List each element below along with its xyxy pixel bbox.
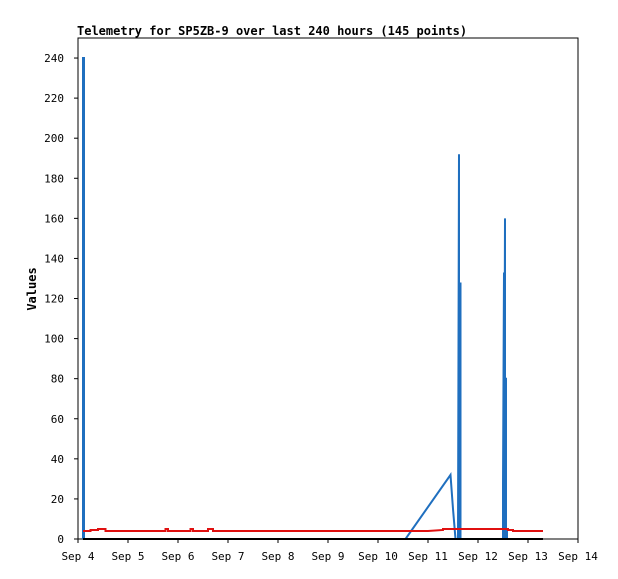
y-tick-label: 80 <box>51 373 64 386</box>
y-tick-label: 240 <box>44 52 64 65</box>
x-tick-label: Sep 9 <box>311 550 344 563</box>
y-tick-label: 20 <box>51 493 64 506</box>
x-tick-label: Sep 10 <box>358 550 398 563</box>
x-tick-label: Sep 5 <box>111 550 144 563</box>
x-tick-label: Sep 14 <box>558 550 598 563</box>
y-tick-label: 200 <box>44 132 64 145</box>
y-tick-label: 140 <box>44 252 64 265</box>
x-tick-label: Sep 13 <box>508 550 548 563</box>
y-axis-label: Values <box>25 267 39 310</box>
y-tick-label: 220 <box>44 92 64 105</box>
y-tick-label: 120 <box>44 293 64 306</box>
series-line-2 <box>83 528 543 532</box>
x-tick-label: Sep 7 <box>211 550 244 563</box>
y-tick-label: 100 <box>44 333 64 346</box>
series-layer <box>82 57 543 540</box>
x-tick-label: Sep 8 <box>261 550 294 563</box>
x-tick-label: Sep 12 <box>458 550 498 563</box>
x-axis-ticks: Sep 4 Sep 5 Sep 6 Sep 7 Sep 8 Sep 9 Sep 10 Sep … <box>61 539 598 563</box>
y-tick-label: 180 <box>44 172 64 185</box>
x-tick-label: Sep 4 <box>61 550 94 563</box>
y-axis-ticks: 0 20 40 60 80 100 120 140 160 180 200 220 240 <box>44 52 78 546</box>
y-tick-label: 60 <box>51 413 64 426</box>
x-tick-label: Sep 6 <box>161 550 194 563</box>
chart-title: Telemetry for SP5ZB-9 over last 240 hour… <box>77 24 467 38</box>
x-tick-label: Sep 11 <box>408 550 448 563</box>
y-tick-label: 160 <box>44 212 64 225</box>
y-tick-label: 40 <box>51 453 64 466</box>
y-tick-label: 0 <box>57 533 64 546</box>
plot-area <box>77 37 579 540</box>
